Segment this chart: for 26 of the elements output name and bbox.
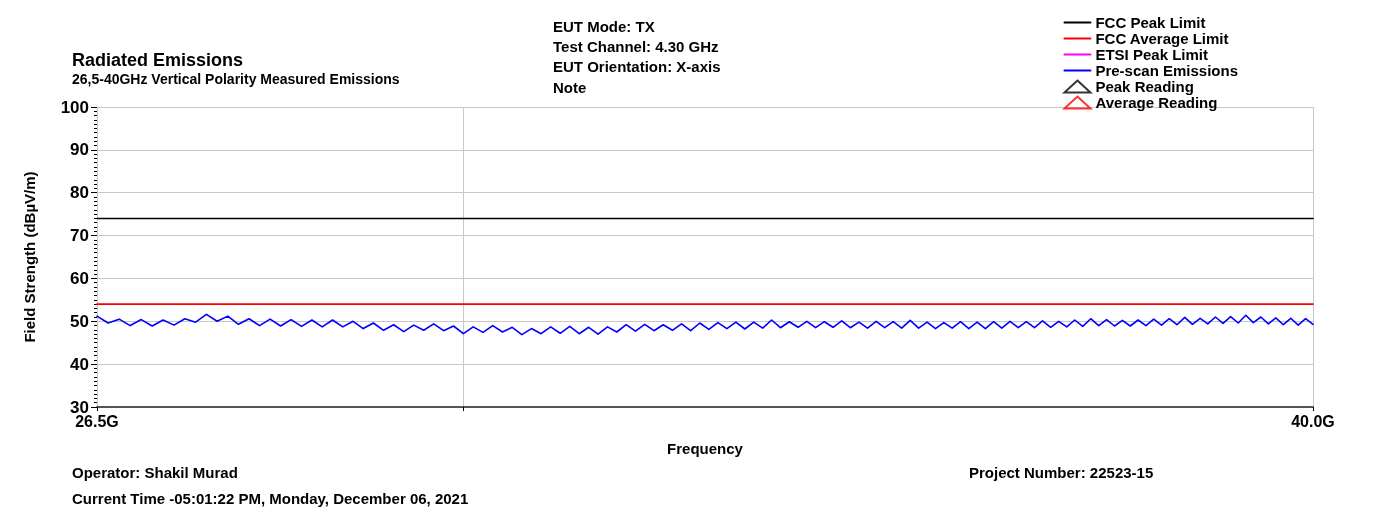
text: Test Channel: 4.30 GHz: [553, 38, 719, 55]
text: Current Time -05:01:22 PM, Monday, December 06, 2021: [72, 490, 469, 507]
legend-label: FCC Peak Limit: [1095, 14, 1206, 31]
legend-label: Peak Reading: [1095, 78, 1194, 95]
legend-label: Average Reading: [1095, 94, 1218, 111]
text: Project Number: 22523-15: [969, 464, 1154, 481]
y-tick-label: 100: [60, 97, 89, 117]
x-axis-title: Frequency: [667, 440, 744, 457]
y-tick-label: 50: [70, 311, 89, 331]
y-tick-label: 40: [70, 354, 89, 374]
chart-subtitle: 26,5-40GHz Vertical Polarity Measured Emissions: [72, 71, 400, 87]
x-tick-label: 26.5G: [75, 412, 119, 430]
y-tick-label: 90: [70, 140, 89, 160]
legend-label: FCC Average Limit: [1095, 30, 1229, 47]
x-tick-label: 40.0G: [1291, 412, 1335, 430]
legend-label: Pre-scan Emissions: [1095, 62, 1239, 79]
y-tick-label: 60: [70, 268, 89, 288]
text: Note: [553, 79, 587, 96]
legend-label: ETSI Peak Limit: [1095, 46, 1208, 63]
y-axis-title: Field Strength (dBµV/m): [21, 171, 38, 343]
y-tick-label: 80: [70, 183, 89, 203]
text: Operator: Shakil Murad: [72, 464, 238, 481]
text: EUT Mode: TX: [553, 18, 655, 35]
chart-title: Radiated Emissions: [72, 50, 244, 70]
y-tick-label: 70: [70, 226, 89, 246]
text: EUT Orientation: X-axis: [553, 58, 721, 75]
